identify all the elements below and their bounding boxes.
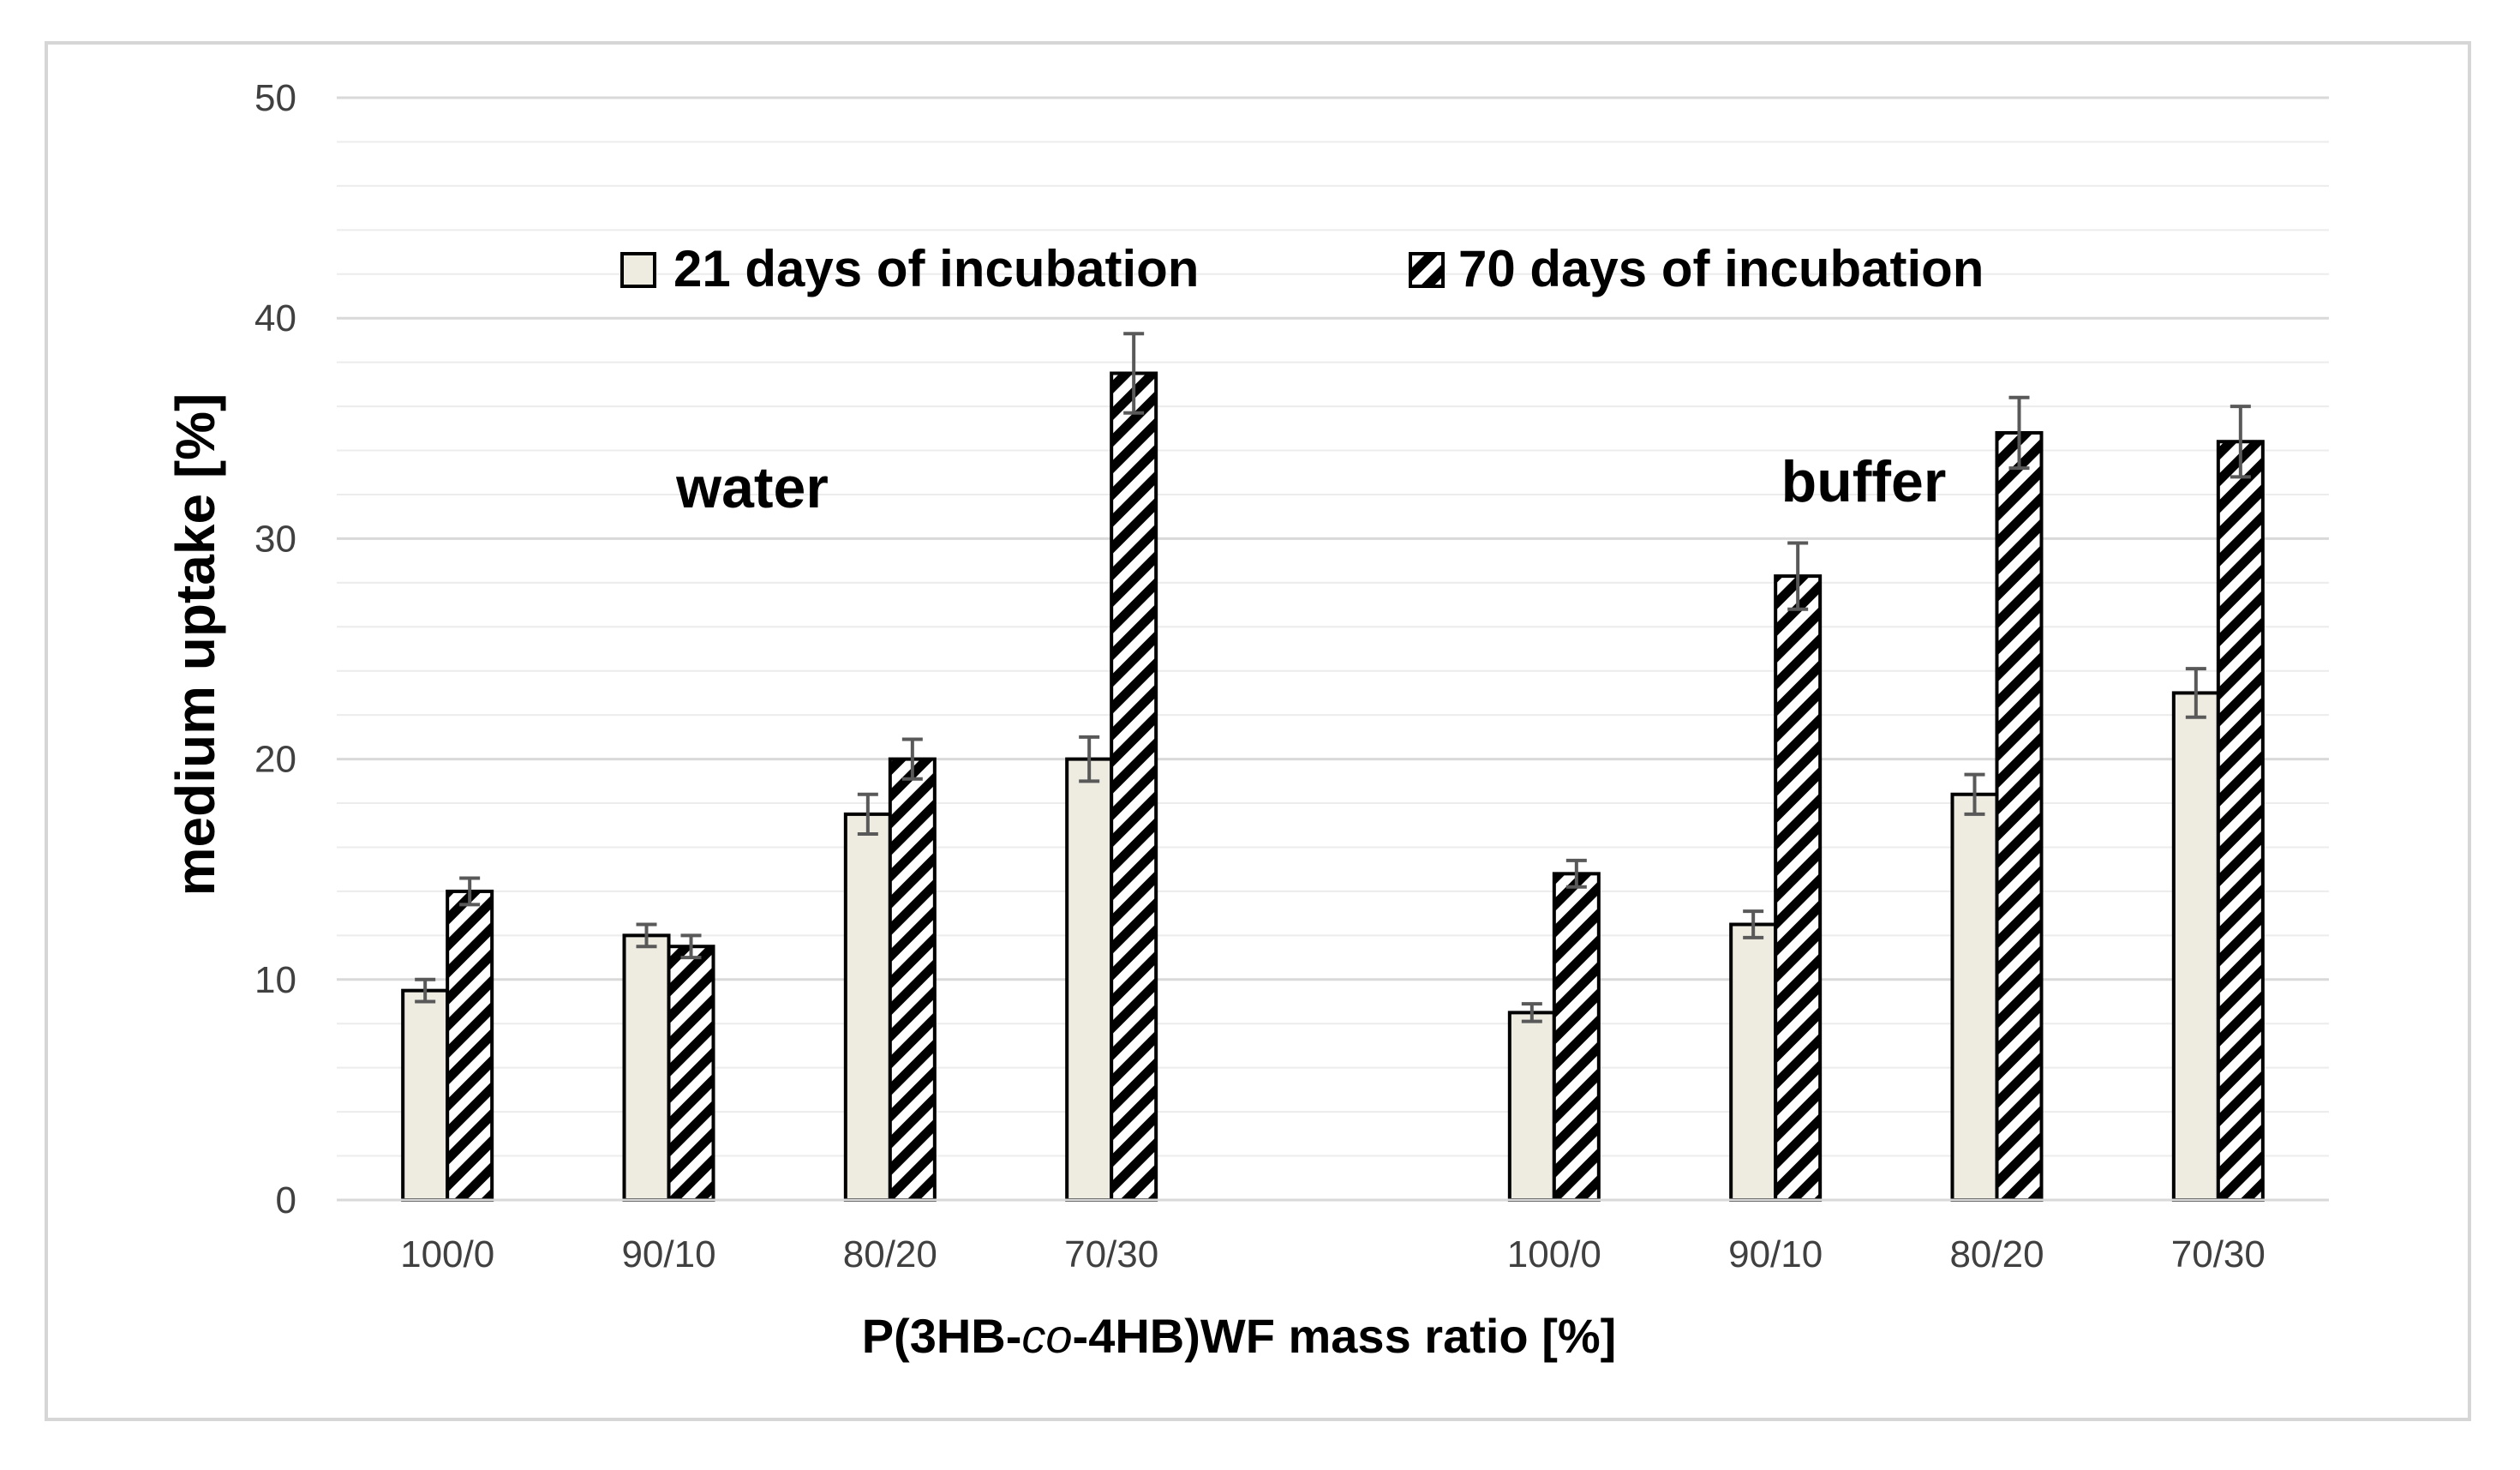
x-tick-label: 90/10 bbox=[1728, 1233, 1823, 1275]
bar-21-days-5 bbox=[1729, 922, 1778, 1202]
x-axis-title: P(3HB-co-4HB)WF mass ratio [%] bbox=[862, 1309, 1617, 1363]
error-bar bbox=[2008, 395, 2030, 471]
error-bar bbox=[1565, 858, 1587, 889]
x-tick-label: 100/0 bbox=[400, 1233, 494, 1275]
bar-70-days-5 bbox=[1774, 574, 1823, 1202]
x-axis-title-part-2: -4HB)WF mass ratio [%] bbox=[1073, 1309, 1617, 1363]
y-tick-label: 40 bbox=[254, 297, 296, 339]
y-axis-title: medium uptake [%] bbox=[165, 393, 226, 897]
legend-swatch-70-days bbox=[1409, 252, 1445, 288]
error-bar bbox=[2230, 405, 2251, 479]
bar-21-days-2 bbox=[843, 812, 892, 1203]
bar-21-days-6 bbox=[1950, 792, 1999, 1202]
x-tick-label: 80/20 bbox=[843, 1233, 937, 1275]
error-bars bbox=[415, 332, 2251, 1023]
y-tick-label: 20 bbox=[254, 739, 296, 781]
bars bbox=[401, 371, 2265, 1203]
y-tick-label: 0 bbox=[276, 1179, 296, 1221]
y-axis-ticks: 0 10 20 30 40 50 bbox=[254, 77, 296, 1221]
bar-70-days-2 bbox=[888, 757, 937, 1202]
chart-frame bbox=[45, 41, 2471, 1421]
x-tick-label: 80/20 bbox=[1949, 1233, 2044, 1275]
legend-swatch-21-days bbox=[620, 252, 656, 288]
bar-70-days-0 bbox=[446, 889, 494, 1203]
error-bar bbox=[1787, 541, 1809, 611]
error-bar bbox=[1521, 1002, 1542, 1023]
x-tick-label: 100/0 bbox=[1507, 1233, 1601, 1275]
error-bar bbox=[857, 792, 878, 837]
bar-21-days-3 bbox=[1065, 757, 1114, 1202]
bar-70-days-3 bbox=[1110, 371, 1158, 1202]
error-bar bbox=[1964, 772, 1985, 816]
bar-70-days-1 bbox=[667, 945, 715, 1202]
legend-label-21-days: 21 days of incubation bbox=[673, 240, 1199, 297]
bar-21-days-4 bbox=[1507, 1011, 1556, 1202]
bar-21-days-1 bbox=[622, 933, 671, 1202]
error-bar bbox=[415, 977, 436, 1004]
x-axis-ticks: 100/0 90/10 80/20 70/30 100/0 90/10 80/20 70/30 bbox=[400, 1233, 2266, 1275]
error-bar bbox=[636, 922, 657, 949]
x-axis-title-part-1: P(3HB- bbox=[862, 1309, 1022, 1363]
bar-70-days-4 bbox=[1552, 872, 1601, 1202]
legend: 21 days of incubation 70 days of incubat… bbox=[620, 240, 1984, 297]
group-label-water: water bbox=[675, 455, 829, 520]
legend-label-70-days: 70 days of incubation bbox=[1458, 240, 1984, 297]
bar-21-days-0 bbox=[401, 988, 450, 1203]
y-tick-label: 10 bbox=[254, 959, 296, 1001]
error-bar bbox=[680, 933, 702, 960]
y-tick-label: 50 bbox=[254, 77, 296, 119]
group-label-buffer: buffer bbox=[1781, 449, 1947, 514]
error-bar bbox=[1123, 332, 1145, 415]
error-bar bbox=[901, 737, 923, 781]
error-bar bbox=[1079, 735, 1100, 783]
y-tick-label: 30 bbox=[254, 518, 296, 560]
bar-70-days-6 bbox=[1995, 430, 2044, 1203]
bar-70-days-7 bbox=[2216, 440, 2265, 1202]
x-tick-label: 70/30 bbox=[1064, 1233, 1158, 1275]
error-bar bbox=[2185, 667, 2206, 719]
error-bar bbox=[1743, 909, 1764, 939]
bar-21-days-7 bbox=[2171, 691, 2220, 1202]
x-axis-title-italic: co bbox=[1021, 1309, 1072, 1363]
error-bar bbox=[459, 876, 481, 907]
x-tick-label: 90/10 bbox=[621, 1233, 715, 1275]
x-tick-label: 70/30 bbox=[2171, 1233, 2266, 1275]
